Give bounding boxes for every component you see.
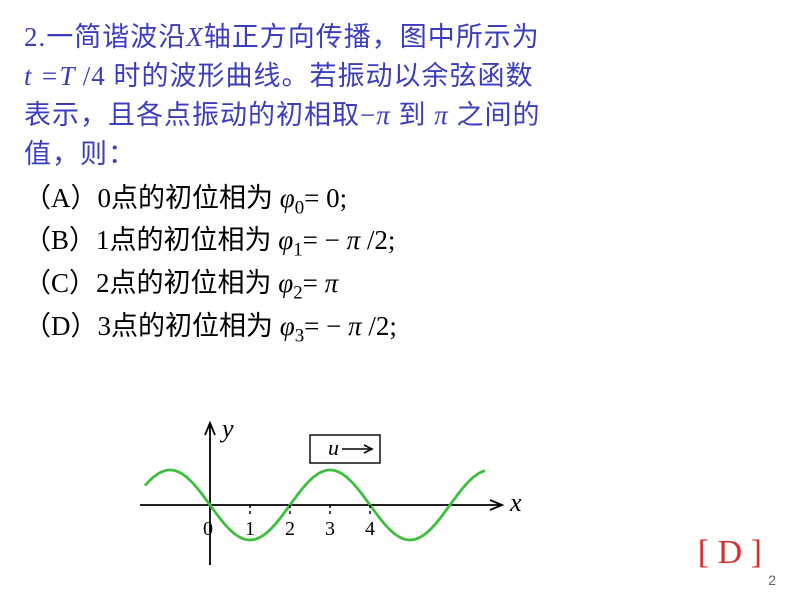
axes bbox=[140, 423, 502, 565]
svg-text:1: 1 bbox=[245, 518, 255, 540]
wave-svg: 0 1 2 3 4 y x u bbox=[140, 405, 560, 595]
pi-1: π bbox=[376, 100, 391, 130]
problem-text-3: 表示，且各点振动的初相取 bbox=[24, 100, 360, 130]
phi-b: φ bbox=[278, 225, 293, 255]
problem-text-4: 值，则： bbox=[24, 139, 136, 169]
answer-bracket: [ D ] bbox=[698, 534, 762, 572]
phi-b-sub: 1 bbox=[293, 240, 302, 261]
problem-text-3end: 之间的 bbox=[449, 100, 541, 130]
option-a: （A）0点的初位相为 φ0= 0; bbox=[24, 179, 776, 222]
phi-c-sub: 2 bbox=[293, 283, 302, 304]
problem-text-3mid: 到 bbox=[391, 100, 435, 130]
problem-text-1a: 2.一简谐波沿 bbox=[24, 22, 186, 52]
pi-2: π bbox=[434, 100, 449, 130]
svg-text:u: u bbox=[328, 435, 339, 460]
problem-t-T: t =T bbox=[24, 61, 83, 91]
problem-text-2b: /4 时的波形曲线。若振动以余弦函数 bbox=[83, 61, 534, 91]
opt-d-eq: = − bbox=[304, 311, 341, 341]
opt-c-eq: = bbox=[303, 268, 325, 298]
problem-text-1b: 轴正方向传播，图中所示为 bbox=[204, 22, 540, 52]
opt-c-pre: （C）2点的初位相为 bbox=[24, 268, 278, 298]
answer-close: ] bbox=[742, 534, 762, 571]
opt-b-tail: /2; bbox=[360, 225, 395, 255]
phi-c: φ bbox=[278, 268, 293, 298]
answer-letter: D bbox=[718, 534, 743, 571]
phi-d-sub: 3 bbox=[295, 325, 304, 346]
opt-d-tail: /2; bbox=[362, 311, 397, 341]
opt-a-pre: （A）0点的初位相为 bbox=[24, 183, 280, 213]
options-block: （A）0点的初位相为 φ0= 0; （B）1点的初位相为 φ1= − π /2;… bbox=[24, 179, 776, 350]
opt-c-pi: π bbox=[325, 268, 339, 298]
wave-figure: 0 1 2 3 4 y x u bbox=[140, 405, 560, 595]
svg-text:3: 3 bbox=[325, 518, 335, 540]
phi-a-sub: 0 bbox=[295, 197, 304, 218]
svg-text:0: 0 bbox=[203, 518, 213, 540]
x-axis-label: x bbox=[509, 488, 522, 517]
opt-d-pi: π bbox=[348, 311, 362, 341]
option-b: （B）1点的初位相为 φ1= − π /2; bbox=[24, 221, 776, 264]
opt-b-pi: π bbox=[347, 225, 361, 255]
option-c: （C）2点的初位相为 φ2= π bbox=[24, 264, 776, 307]
answer-open: [ bbox=[698, 534, 718, 571]
velocity-indicator: u bbox=[310, 435, 380, 463]
opt-d-pre: （D）3点的初位相为 bbox=[24, 311, 280, 341]
svg-text:4: 4 bbox=[365, 518, 375, 540]
page-number: 2 bbox=[768, 572, 776, 588]
svg-text:2: 2 bbox=[285, 518, 295, 540]
x-ticks: 0 1 2 3 4 bbox=[203, 505, 375, 540]
opt-b-pre: （B）1点的初位相为 bbox=[24, 225, 278, 255]
problem-statement: 2.一简谐波沿X轴正方向传播，图中所示为 t =T /4 时的波形曲线。若振动以… bbox=[24, 18, 776, 175]
phi-d: φ bbox=[280, 311, 295, 341]
problem-x: X bbox=[186, 22, 204, 52]
option-d: （D）3点的初位相为 φ3= − π /2; bbox=[24, 307, 776, 350]
neg-sign: − bbox=[360, 100, 376, 130]
opt-a-eq: = 0; bbox=[304, 183, 347, 213]
phi-a: φ bbox=[280, 183, 295, 213]
opt-b-eq: = − bbox=[303, 225, 340, 255]
y-axis-label: y bbox=[219, 414, 234, 443]
